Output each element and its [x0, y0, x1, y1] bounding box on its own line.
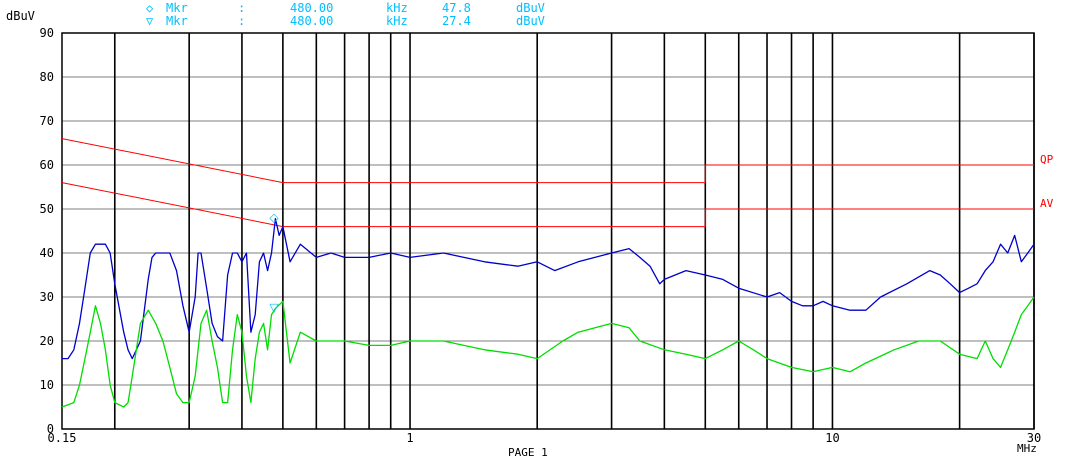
grid [61, 32, 1035, 430]
y-tick-label: 10 [40, 378, 54, 392]
marker-1-label: Mkr [166, 1, 188, 15]
series-line-2 [61, 296, 1035, 408]
series-line-1 [62, 218, 1035, 360]
marker-2-sep: : [238, 14, 245, 28]
limit-line-av [61, 182, 1034, 228]
marker-2-freq-unit: kHz [386, 14, 408, 28]
y-tick-label: 20 [40, 334, 54, 348]
marker-readout-1: ◇ Mkr : 480.00 kHz 47.8 dBuV [146, 1, 545, 15]
y-tick-label: 60 [40, 158, 54, 172]
limit-line-qp [61, 138, 1034, 184]
x-axis-unit: MHz [1017, 442, 1037, 455]
marker-1-symbol: ◇ [146, 1, 154, 15]
x-tick-label: 0.15 [48, 431, 77, 445]
marker-2-freq: 480.00 [290, 14, 333, 28]
data-series [61, 218, 1035, 408]
y-tick-label: 50 [40, 202, 54, 216]
marker-1-freq: 480.00 [290, 1, 333, 15]
marker-1-level: 47.8 [442, 1, 471, 15]
axis-ticks: 0 10 20 30 40 50 60 70 80 90 0.15 1 10 30 [40, 26, 1042, 445]
marker-readout-2: ▽ Mkr : 480.00 kHz 27.4 dBuV [146, 14, 545, 28]
y-tick-label: 0 [47, 422, 54, 436]
marker-2-symbol: ▽ [146, 14, 154, 28]
marker-point-2: ▽ [269, 300, 279, 314]
marker-1-freq-unit: kHz [386, 1, 408, 15]
plot-frame [61, 32, 1035, 430]
y-tick-label: 40 [40, 246, 54, 260]
x-tick-label: 1 [406, 431, 413, 445]
x-tick-label: 10 [825, 431, 839, 445]
y-axis-label: dBuV [6, 9, 35, 23]
y-tick-label: 70 [40, 114, 54, 128]
y-tick-label: 30 [40, 290, 54, 304]
marker-points: ◇▽ [269, 211, 279, 315]
marker-point-1: ◇ [269, 211, 279, 225]
marker-1-sep: : [238, 1, 245, 15]
x-tick-label: 30 [1027, 431, 1041, 445]
marker-1-level-unit: dBuV [516, 1, 545, 15]
limit-label-av: AV [1040, 197, 1054, 210]
y-tick-label: 80 [40, 70, 54, 84]
marker-2-level: 27.4 [442, 14, 471, 28]
marker-2-label: Mkr [166, 14, 188, 28]
marker-2-level-unit: dBuV [516, 14, 545, 28]
limit-lines: QP AV [61, 138, 1054, 228]
page-label: PAGE 1 [508, 446, 548, 459]
limit-label-qp: QP [1040, 153, 1054, 166]
y-tick-label: 90 [40, 26, 54, 40]
